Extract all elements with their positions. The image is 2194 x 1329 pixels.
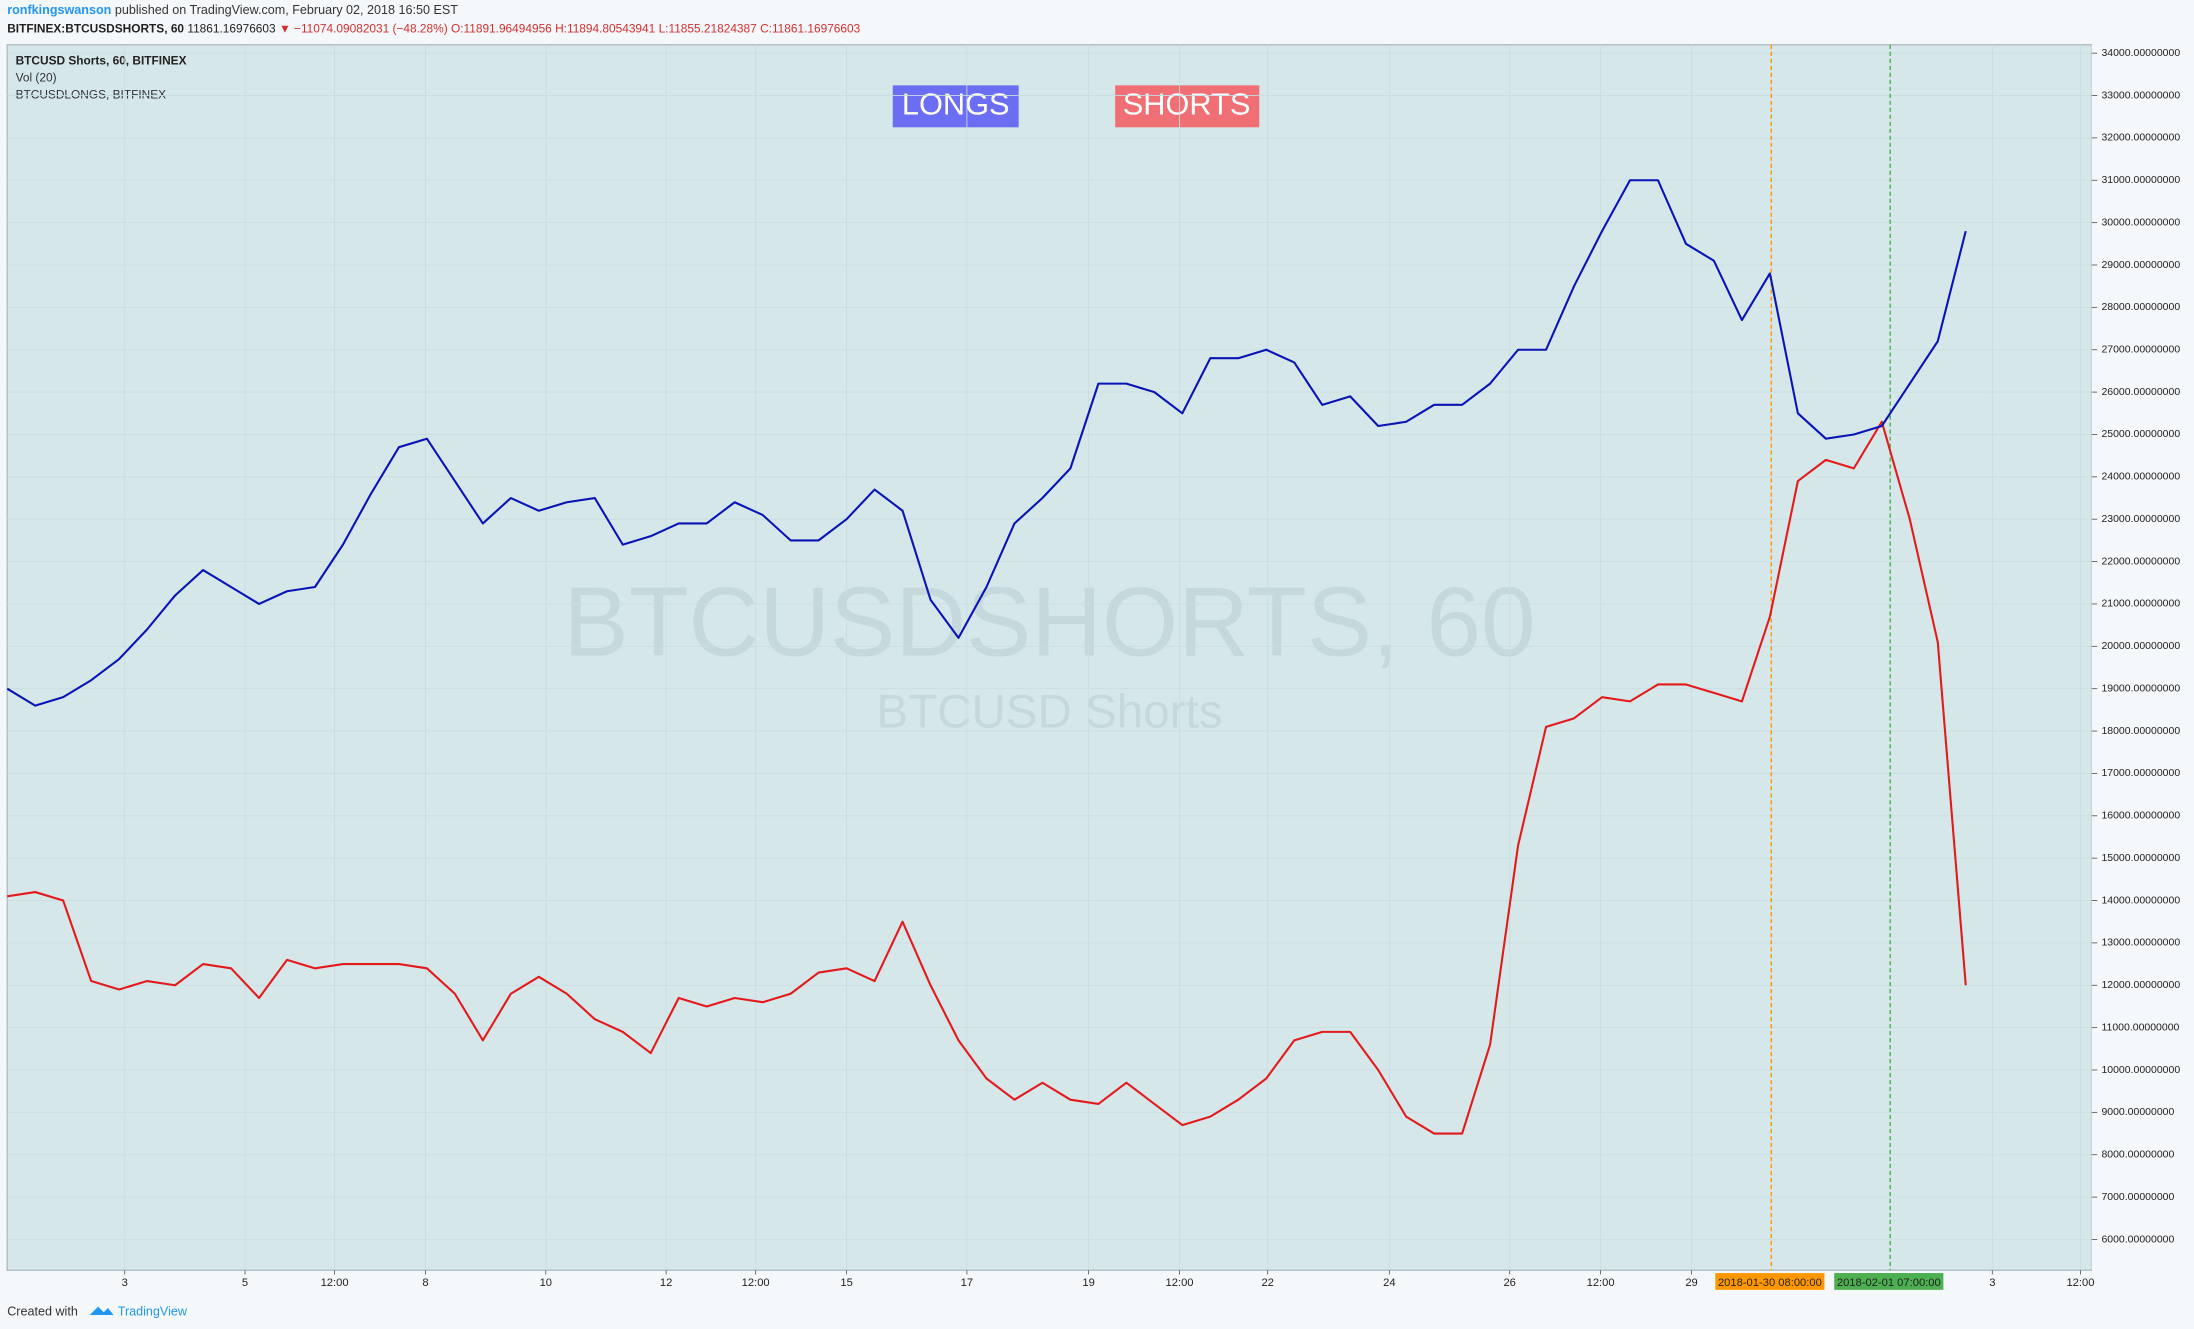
- x-tick-label: 12:00: [1166, 1277, 1194, 1289]
- y-tick-label: 17000.00000000: [2101, 768, 2180, 779]
- y-tick-label: 22000.00000000: [2101, 556, 2180, 567]
- y-tick-label: 7000.00000000: [2101, 1192, 2174, 1203]
- watermark-sub: BTCUSD Shorts: [876, 685, 1222, 738]
- series-group: [6, 179, 1967, 1135]
- y-tick-label: 13000.00000000: [2101, 938, 2180, 949]
- y-tick-label: 10000.00000000: [2101, 1065, 2180, 1076]
- x-tick-label: 15: [840, 1277, 852, 1289]
- x-tick-label: 19: [1082, 1277, 1094, 1289]
- x-tick-label: 8: [422, 1277, 428, 1289]
- watermark: BTCUSDSHORTS, 60: [563, 566, 1535, 676]
- y-tick-label: 19000.00000000: [2101, 683, 2180, 694]
- grid: [7, 44, 2092, 1271]
- annotation: LONGS: [902, 86, 1010, 121]
- marker-label-box: [1834, 1273, 1944, 1290]
- high: H:11894.80543941: [555, 22, 656, 36]
- legend-entry: BTCUSD Shorts, 60, BITFINEX: [16, 54, 187, 68]
- x-tick-label: 24: [1383, 1277, 1395, 1289]
- marker-label: 2018-01-30 08:00:00: [1718, 1277, 1822, 1289]
- plot-area: [6, 44, 2093, 1271]
- series-line: [7, 420, 1967, 1135]
- annotation-box: [892, 85, 1019, 128]
- change: −11074.09082031 (−48.28%): [294, 22, 448, 36]
- low: L:11855.21824387: [659, 22, 757, 36]
- x-tick-label: 12:00: [2066, 1277, 2094, 1289]
- y-tick-label: 31000.00000000: [2101, 175, 2180, 186]
- x-tick-label: 12:00: [1587, 1277, 1615, 1289]
- y-tick-label: 14000.00000000: [2101, 895, 2180, 906]
- x-tick-label: 12: [660, 1277, 672, 1289]
- header-line: ronfkingswanson published on TradingView…: [7, 4, 458, 18]
- x-tick-label: 26: [1503, 1277, 1515, 1289]
- y-tick-label: 23000.00000000: [2101, 514, 2180, 525]
- y-tick-label: 15000.00000000: [2101, 853, 2180, 864]
- close: C:11861.16976603: [760, 22, 861, 36]
- y-tick-label: 30000.00000000: [2101, 217, 2180, 228]
- y-tick-label: 29000.00000000: [2101, 260, 2180, 271]
- author[interactable]: ronfkingswanson: [7, 4, 111, 18]
- y-tick-label: 33000.00000000: [2101, 90, 2180, 101]
- footer-brand[interactable]: TradingView: [118, 1305, 188, 1319]
- y-axis-area: [2091, 44, 2194, 1271]
- open: O:11891.96494956: [451, 22, 552, 36]
- symbol: BITFINEX:BTCUSDSHORTS, 60: [7, 22, 184, 36]
- y-tick-label: 32000.00000000: [2101, 133, 2180, 144]
- y-tick-label: 6000.00000000: [2101, 1234, 2174, 1245]
- x-tick-label: 12:00: [321, 1277, 349, 1289]
- x-tick-label: 5: [242, 1277, 248, 1289]
- x-tick-label: 17: [961, 1277, 973, 1289]
- x-tick-label: 22: [1261, 1277, 1273, 1289]
- marker-label: 2018-02-01 07:00:00: [1837, 1277, 1941, 1289]
- y-tick-label: 27000.00000000: [2101, 345, 2180, 356]
- y-tick-label: 28000.00000000: [2101, 302, 2180, 313]
- legend-volume: Vol (20): [16, 70, 57, 84]
- footer-created: Created with: [7, 1305, 78, 1319]
- x-tick-label: 29: [1685, 1277, 1697, 1289]
- x-tick-label: 3: [1989, 1277, 1995, 1289]
- y-tick-label: 25000.00000000: [2101, 429, 2180, 440]
- y-tick-label: 18000.00000000: [2101, 726, 2180, 737]
- y-tick-label: 11000.00000000: [2101, 1022, 2179, 1033]
- annotation: SHORTS: [1123, 86, 1251, 121]
- x-tick-label: 12:00: [742, 1277, 770, 1289]
- legend-entry: BTCUSDLONGS, BITFINEX: [16, 87, 167, 101]
- down-arrow: ▼: [279, 22, 291, 36]
- series-line: [6, 179, 1967, 707]
- y-tick-label: 34000.00000000: [2101, 48, 2180, 59]
- y-tick-label: 9000.00000000: [2101, 1107, 2174, 1118]
- y-tick-label: 24000.00000000: [2101, 472, 2180, 483]
- y-tick-label: 8000.00000000: [2101, 1150, 2174, 1161]
- last: 11861.16976603: [187, 22, 276, 36]
- brand-logo: [89, 1306, 114, 1316]
- y-tick-label: 12000.00000000: [2101, 980, 2180, 991]
- x-tick-label: 10: [540, 1277, 552, 1289]
- y-tick-label: 21000.00000000: [2101, 599, 2180, 610]
- marker-label-box: [1715, 1273, 1825, 1290]
- published: published on TradingView.com, February 0…: [115, 4, 458, 18]
- y-tick-label: 26000.00000000: [2101, 387, 2180, 398]
- y-tick-label: 20000.00000000: [2101, 641, 2180, 652]
- symbol-line: BITFINEX:BTCUSDSHORTS, 60 11861.16976603…: [7, 22, 860, 36]
- x-tick-label: 3: [122, 1277, 128, 1289]
- annotation-box: [1115, 85, 1260, 128]
- y-tick-label: 16000.00000000: [2101, 811, 2180, 822]
